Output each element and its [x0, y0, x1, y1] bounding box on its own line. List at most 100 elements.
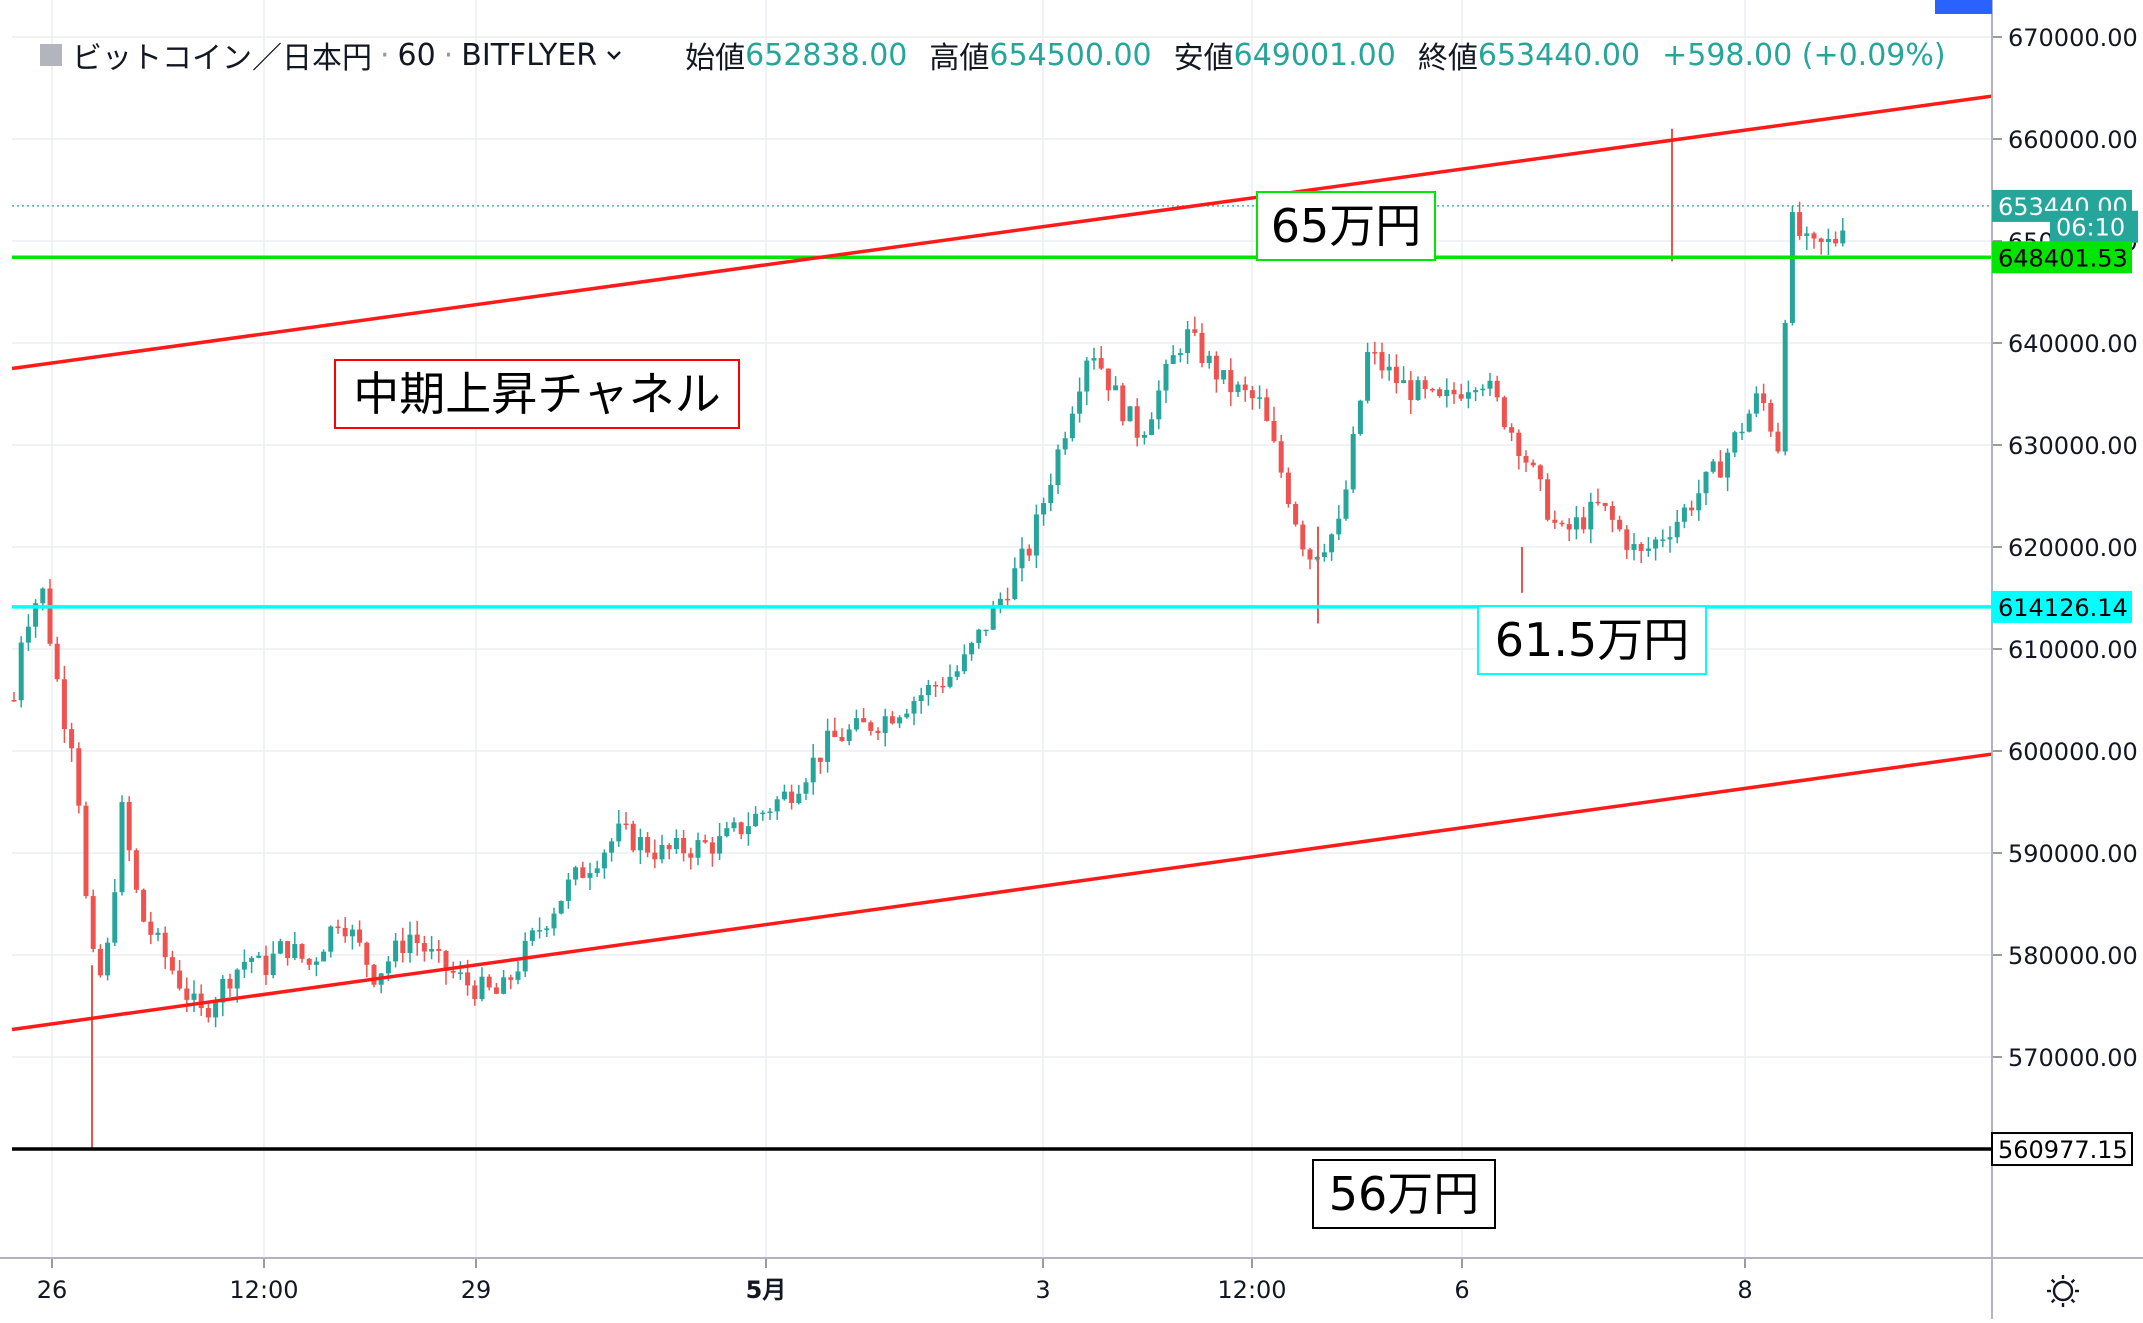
- x-tick-label: 12:00: [229, 1276, 298, 1304]
- price-badge: 06:10: [2050, 210, 2138, 243]
- x-tick-label: 3: [1035, 1276, 1050, 1304]
- candle: [1098, 346, 1104, 370]
- candle: [220, 975, 226, 1017]
- candle: [1696, 479, 1702, 521]
- candle: [652, 839, 658, 869]
- channel-line[interactable]: [11, 752, 1993, 1032]
- candle: [767, 807, 773, 821]
- candle: [875, 727, 881, 741]
- candle: [1429, 387, 1435, 393]
- channel-line[interactable]: [11, 94, 1993, 371]
- sun-gear-icon[interactable]: [2047, 1275, 2079, 1307]
- candle: [969, 641, 975, 661]
- candle: [731, 817, 737, 832]
- candle: [738, 821, 744, 840]
- candle: [191, 980, 197, 1013]
- candle: [1444, 378, 1450, 408]
- candle: [112, 878, 118, 947]
- candle: [1235, 381, 1241, 398]
- y-tick-label: 620000.00: [2008, 534, 2138, 562]
- candle: [868, 720, 874, 736]
- candle: [1163, 359, 1169, 404]
- candle: [414, 920, 420, 956]
- candle: [299, 943, 305, 963]
- candle: [1091, 347, 1097, 370]
- symbol-name: ビットコイン／日本円: [72, 41, 372, 76]
- candle: [1379, 342, 1385, 379]
- candle: [666, 843, 672, 860]
- symbol-title[interactable]: ビットコイン／日本円 · 60 · BITFLYER: [40, 33, 625, 77]
- candle: [1768, 399, 1774, 437]
- candle: [1660, 529, 1666, 548]
- low-label: 安値: [1173, 41, 1234, 76]
- candle: [421, 935, 427, 962]
- candle: [69, 722, 75, 762]
- candle: [1249, 385, 1255, 410]
- candle: [889, 711, 895, 725]
- candle: [227, 973, 233, 997]
- candle: [904, 708, 910, 719]
- candle: [997, 592, 1003, 614]
- candle: [126, 796, 132, 862]
- candle: [47, 578, 53, 647]
- candle: [1473, 387, 1479, 402]
- open-label: 始値: [685, 41, 746, 76]
- candle: [846, 724, 852, 746]
- price-badge: 560977.15: [1991, 1132, 2133, 1167]
- candle: [263, 945, 269, 985]
- candle: [601, 849, 607, 879]
- candle: [1753, 386, 1759, 418]
- candle: [1825, 228, 1831, 256]
- candle: [1624, 525, 1630, 560]
- candle: [961, 644, 967, 675]
- candle: [781, 784, 787, 801]
- candle: [1761, 383, 1767, 411]
- candle: [1206, 350, 1212, 369]
- series-square-icon: [40, 44, 62, 66]
- candle: [1069, 406, 1075, 442]
- annotation-box[interactable]: 65万円: [1256, 191, 1436, 261]
- candle: [976, 628, 982, 649]
- candle: [1005, 587, 1011, 606]
- candle: [479, 967, 485, 1002]
- candle: [702, 834, 708, 844]
- candle: [796, 784, 802, 805]
- annotation-box[interactable]: 56万円: [1312, 1159, 1496, 1229]
- candle: [609, 838, 615, 862]
- candle: [1192, 316, 1198, 337]
- candle: [594, 860, 600, 878]
- candle: [1271, 406, 1277, 443]
- candle: [580, 861, 586, 879]
- candle: [1185, 320, 1191, 365]
- candle: [1285, 467, 1291, 508]
- candle: [760, 810, 766, 821]
- candle: [1739, 422, 1745, 440]
- chevron-down-icon[interactable]: [603, 44, 625, 66]
- candle: [803, 777, 809, 800]
- candle: [1789, 205, 1795, 326]
- candle: [1141, 431, 1147, 445]
- candle: [832, 717, 838, 738]
- candle: [1653, 536, 1659, 561]
- candle: [1242, 376, 1248, 402]
- candle: [983, 629, 989, 637]
- candle: [1617, 515, 1623, 532]
- candle: [450, 961, 456, 979]
- scroll-indicator[interactable]: [1935, 0, 1992, 14]
- candle: [25, 614, 31, 651]
- candle: [745, 812, 751, 846]
- y-tick-label: 570000.00: [2008, 1044, 2138, 1072]
- annotation-box[interactable]: 中期上昇チャネル: [334, 359, 740, 429]
- candle: [630, 820, 636, 853]
- candle: [573, 865, 579, 886]
- candle: [1177, 348, 1183, 363]
- candle: [249, 956, 255, 974]
- annotation-box[interactable]: 61.5万円: [1477, 605, 1707, 675]
- candle: [897, 715, 903, 729]
- candle: [429, 935, 435, 960]
- candle: [717, 822, 723, 861]
- candle: [162, 926, 168, 970]
